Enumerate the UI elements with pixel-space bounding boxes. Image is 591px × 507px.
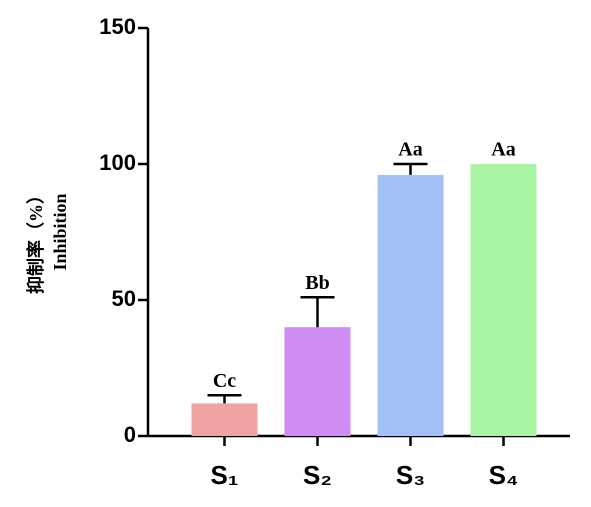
y-axis-label: Inhibition [50,193,70,270]
x-tick-label: S₃ [396,460,425,490]
y-axis-label: 抑制率（%） [25,186,46,294]
bar [284,327,351,436]
y-tick-label: 100 [99,150,136,175]
x-tick-label: S₁ [210,460,238,490]
annotation: Aa [491,139,515,161]
y-tick-label: 0 [124,422,136,447]
x-tick-label: S₄ [489,460,519,490]
bar [470,164,537,436]
y-tick-label: 150 [99,14,136,39]
x-tick-label: S₂ [303,460,332,490]
y-tick-label: 50 [112,286,136,311]
annotation: Bb [305,272,329,294]
annotation: Cc [213,370,236,392]
bar [191,403,258,436]
bar [377,174,444,436]
annotation: Aa [398,139,422,161]
